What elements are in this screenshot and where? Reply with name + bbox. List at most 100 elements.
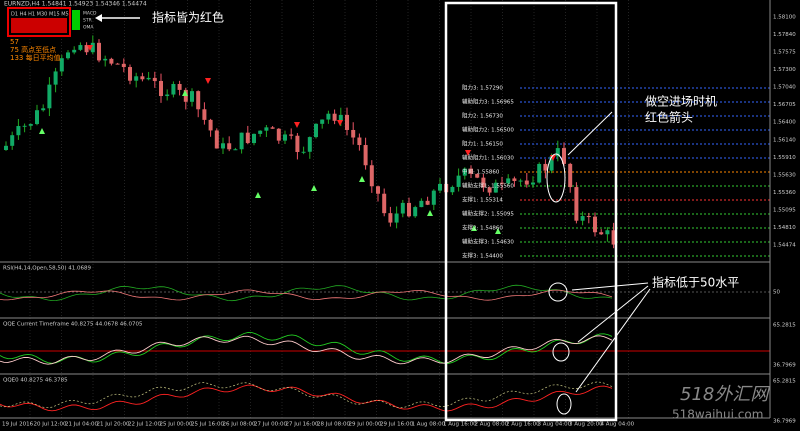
candle bbox=[4, 145, 8, 150]
candle bbox=[450, 186, 455, 193]
buy-arrow bbox=[427, 210, 433, 216]
panel-axis-label: 65.2815 bbox=[773, 323, 796, 329]
price-label: 1.55630 bbox=[773, 172, 796, 178]
candle bbox=[524, 180, 529, 185]
price-label: 1.56140 bbox=[773, 137, 796, 143]
time-label: 4 Aug 04:00 bbox=[601, 422, 635, 428]
candle bbox=[295, 135, 300, 152]
time-label: 27 Jul 00:00 bbox=[254, 422, 287, 428]
level-label: 支撑1: 1.55314 bbox=[462, 196, 503, 204]
candle bbox=[165, 94, 170, 97]
candle bbox=[16, 126, 21, 136]
time-label: 20 Jul 12:00 bbox=[34, 422, 67, 428]
time-label: 27 Jul 16:00 bbox=[286, 422, 319, 428]
rsi-line bbox=[0, 284, 613, 302]
candle bbox=[518, 180, 523, 182]
stat: 75 高点至低点 bbox=[10, 45, 56, 54]
candle bbox=[202, 109, 207, 120]
candle bbox=[500, 182, 504, 184]
candle bbox=[72, 49, 77, 53]
time-label: 25 Jul 16:00 bbox=[191, 422, 224, 428]
candle bbox=[208, 119, 213, 131]
sell-arrow bbox=[337, 120, 343, 126]
candle bbox=[580, 216, 585, 221]
level-label: 辅助支撑3: 1.54630 bbox=[462, 238, 514, 246]
watermark: 518外汇网 bbox=[680, 384, 770, 405]
time-label: 19 Jul 2016 bbox=[2, 422, 34, 428]
level-label: 支撑2: 1.54860 bbox=[462, 224, 503, 232]
level-label: 辅助阻力3: 1.56965 bbox=[462, 98, 514, 106]
candle bbox=[47, 84, 52, 109]
candle bbox=[66, 52, 70, 59]
sell-arrow bbox=[205, 78, 211, 84]
candle bbox=[382, 193, 387, 214]
candle bbox=[97, 42, 101, 61]
candle bbox=[320, 119, 325, 124]
candle bbox=[493, 182, 498, 193]
candle bbox=[78, 45, 83, 50]
buy-arrow bbox=[182, 90, 188, 96]
panel-title: QQE0 40.8275 46.3785 bbox=[3, 378, 68, 384]
price-label: 1.57840 bbox=[773, 32, 796, 38]
candle bbox=[388, 213, 393, 223]
level-label: 阻力1: 1.56150 bbox=[462, 140, 503, 148]
candle bbox=[140, 76, 145, 80]
timeframes: D1 H4 H1 M30 M15 M5 bbox=[11, 12, 69, 18]
candle bbox=[512, 178, 517, 182]
price-label: 1.54474 bbox=[773, 243, 796, 249]
candle bbox=[227, 143, 232, 150]
candle bbox=[363, 145, 368, 166]
candle bbox=[338, 114, 343, 121]
qqe-line bbox=[0, 332, 613, 364]
candle bbox=[190, 91, 194, 102]
qqe-line bbox=[0, 335, 613, 365]
candle bbox=[469, 168, 473, 174]
side-label: STR bbox=[83, 18, 92, 24]
candle bbox=[543, 163, 548, 171]
candle bbox=[252, 133, 256, 144]
level-label: 支撑3: 1.54400 bbox=[462, 252, 503, 260]
candle bbox=[307, 137, 312, 152]
time-label: 22 Jul 12:00 bbox=[128, 422, 161, 428]
time-label: 21 Jul 04:00 bbox=[65, 422, 98, 428]
sell-arrow bbox=[465, 150, 471, 156]
price-label: 1.55910 bbox=[773, 155, 796, 161]
time-label: 21 Jul 20:00 bbox=[97, 422, 130, 428]
candle bbox=[481, 177, 486, 188]
candle bbox=[413, 207, 418, 217]
price-label: 1.58100 bbox=[773, 15, 796, 21]
arrow bbox=[575, 288, 651, 393]
candle bbox=[10, 135, 15, 146]
candle bbox=[245, 132, 250, 144]
candle bbox=[357, 137, 362, 146]
panel-axis-label: 36.7969 bbox=[773, 419, 796, 425]
price-label: 1.57575 bbox=[773, 50, 796, 56]
price-label: 1.56400 bbox=[773, 120, 796, 126]
candle bbox=[59, 58, 64, 72]
level-label: 阻力2: 1.56730 bbox=[462, 112, 503, 120]
annotation: 指标低于50水平 bbox=[652, 275, 739, 290]
level-label: 阻力3: 1.57290 bbox=[462, 84, 503, 92]
price-label: 1.55360 bbox=[773, 190, 796, 196]
qqe0-line bbox=[0, 384, 613, 412]
arrow bbox=[567, 111, 613, 156]
candle bbox=[475, 173, 480, 178]
candle bbox=[506, 178, 511, 184]
candle bbox=[586, 216, 591, 218]
arrow-head bbox=[95, 14, 102, 22]
time-label: 2 Aug 08:00 bbox=[475, 422, 509, 428]
rsi-line bbox=[0, 289, 613, 301]
candle bbox=[177, 83, 182, 90]
buy-arrow bbox=[359, 176, 365, 182]
level-label: 辅助支撑2: 1.55095 bbox=[462, 210, 514, 218]
annotation: 指标皆为红色 bbox=[152, 10, 224, 25]
candle bbox=[152, 77, 157, 81]
candle bbox=[568, 163, 573, 188]
stat: 57 bbox=[10, 38, 19, 46]
candle bbox=[239, 132, 244, 150]
panel-axis-label: 65.2815 bbox=[773, 379, 796, 385]
level-label: 辅助支撑1: 1.55560 bbox=[462, 182, 514, 190]
candle bbox=[611, 230, 616, 245]
side-label: MACD bbox=[83, 11, 97, 17]
